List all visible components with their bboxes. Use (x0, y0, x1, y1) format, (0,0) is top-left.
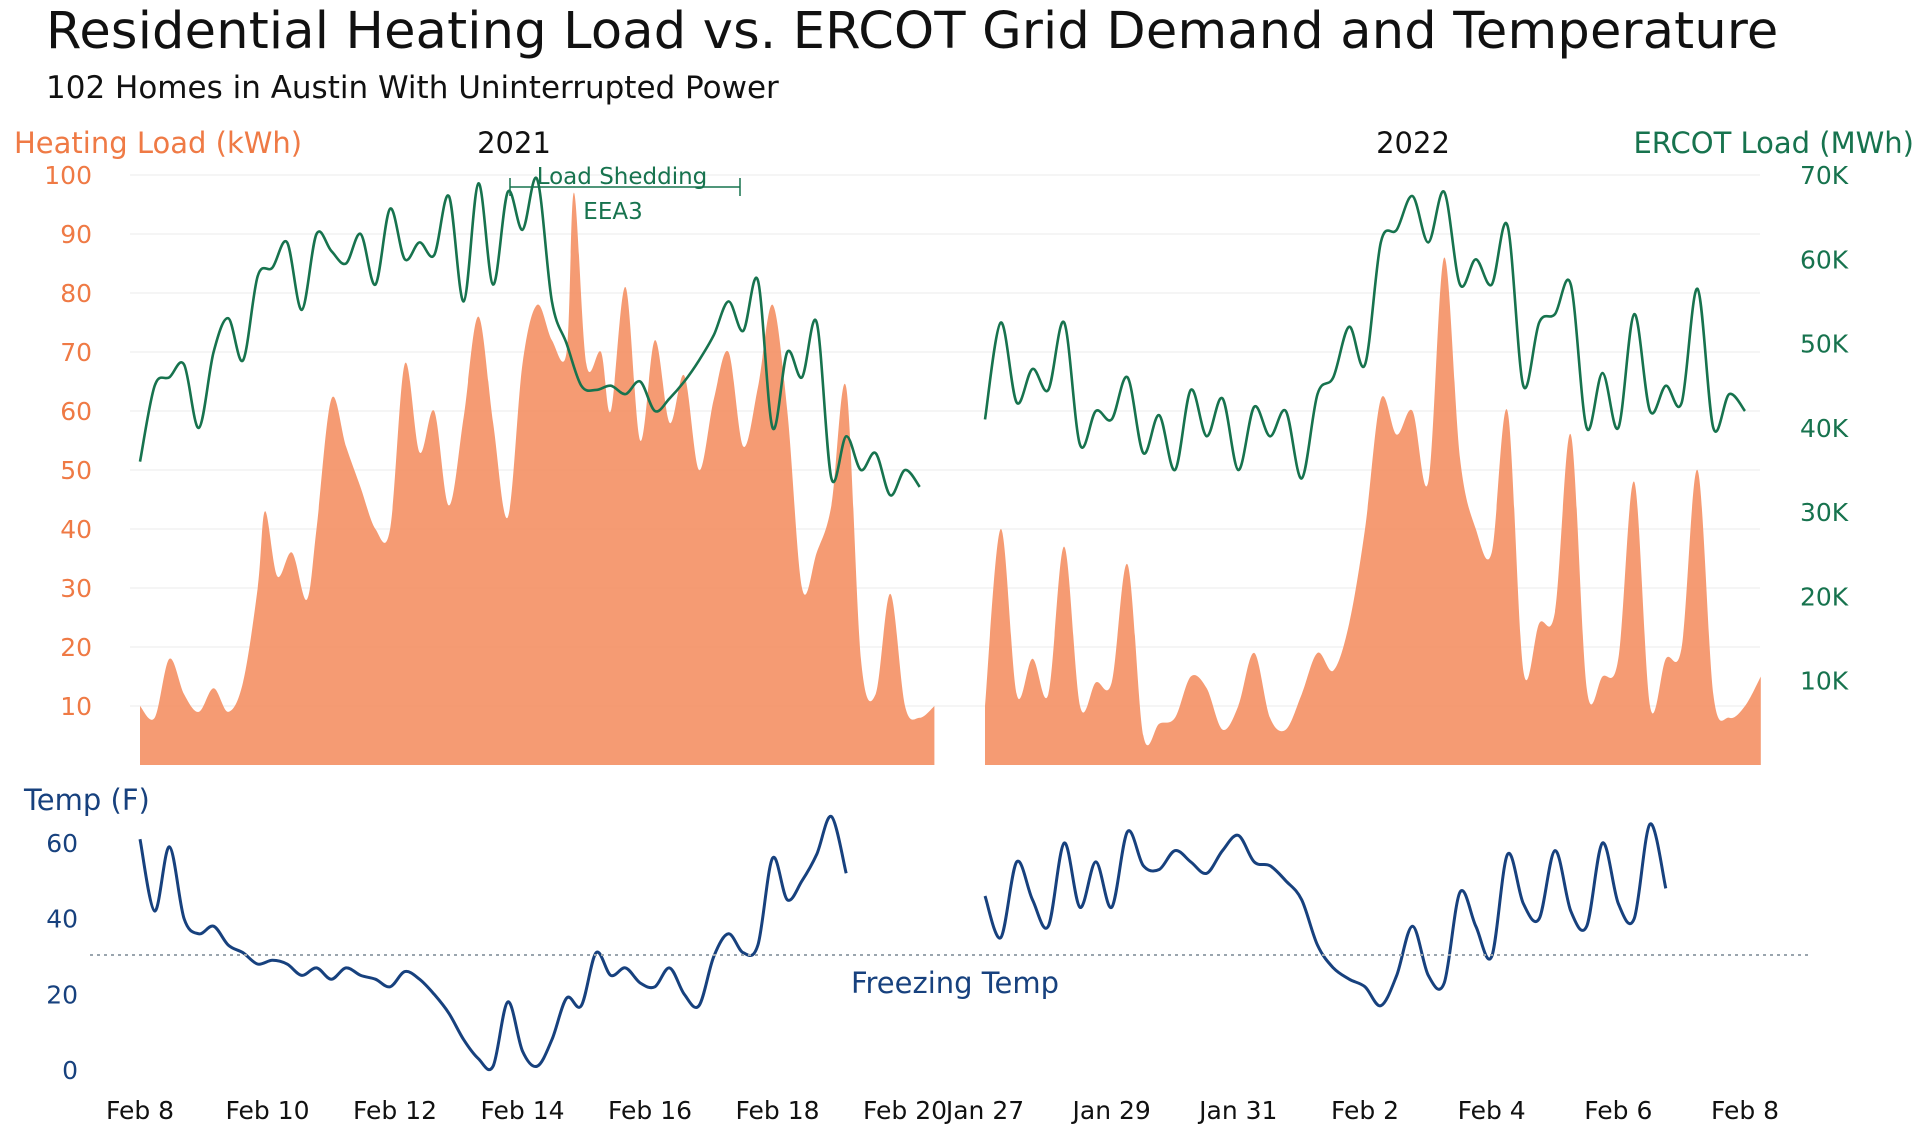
heating-load-area-2021 (140, 192, 935, 765)
heating-load-area-2022 (985, 257, 1761, 765)
heating-tick-label: 30 (60, 574, 92, 603)
x-tick-label: Feb 12 (353, 1096, 437, 1125)
ercot-tick-label: 60K (1800, 245, 1849, 274)
x-tick-label: Feb 16 (608, 1096, 692, 1125)
x-tick-label: Jan 29 (1071, 1096, 1151, 1125)
temp-tick-label: 40 (46, 905, 78, 934)
ercot-tick-label: 70K (1800, 161, 1849, 190)
ercot-axis-label: ERCOT Load (MWh) (1633, 126, 1914, 160)
tick-labels: 100 90 80 70 60 50 40 30 20 10 70K 60K 50K 40K 30K 20K 1… (44, 161, 1849, 1125)
temp-line-layer (138, 814, 1668, 1072)
ercot-line-layer (138, 176, 1747, 497)
x-tick-label: Feb 18 (735, 1096, 819, 1125)
heating-tick-label: 100 (44, 161, 92, 190)
temp-line-2021 (138, 814, 848, 1072)
temp-axis-label: Temp (F) (23, 783, 150, 817)
x-tick-label: Feb 8 (106, 1096, 174, 1125)
heating-tick-label: 40 (60, 515, 92, 544)
ercot-tick-label: 30K (1800, 498, 1849, 527)
ercot-tick-label: 40K (1800, 414, 1849, 443)
heating-tick-label: 20 (60, 633, 92, 662)
x-tick-label: Feb 20 (863, 1096, 947, 1125)
heating-tick-label: 60 (60, 397, 92, 426)
x-tick-label: Feb 14 (480, 1096, 564, 1125)
temp-tick-label: 60 (46, 829, 78, 858)
load-shedding-label: Load Shedding (537, 164, 708, 190)
freezing-label: Freezing Temp (851, 966, 1059, 1000)
axis-labels: Heating Load (kWh) ERCOT Load (MWh) 2021… (14, 126, 1914, 817)
x-tick-label: Feb 10 (225, 1096, 309, 1125)
heating-tick-label: 70 (60, 338, 92, 367)
temp-tick-label: 20 (46, 980, 78, 1009)
temp-tick-label: 0 (62, 1056, 78, 1085)
x-tick-label: Feb 4 (1458, 1096, 1526, 1125)
heating-tick-label: 50 (60, 456, 92, 485)
x-tick-label: Feb 6 (1584, 1096, 1652, 1125)
heating-tick-label: 90 (60, 220, 92, 249)
heating-tick-label: 10 (60, 692, 92, 721)
ercot-load-line-2022 (983, 190, 1747, 480)
x-tick-label: Feb 2 (1331, 1096, 1399, 1125)
heating-axis-label: Heating Load (kWh) (14, 126, 302, 160)
ercot-tick-label: 10K (1800, 667, 1849, 696)
x-tick-label: Feb 8 (1711, 1096, 1779, 1125)
x-tick-label: Jan 27 (944, 1096, 1024, 1125)
annotations: Load Shedding EEA3 Freezing Temp (90, 164, 1810, 1000)
eea3-label: EEA3 (583, 199, 642, 225)
ercot-tick-label: 20K (1800, 582, 1849, 611)
chart-title: Residential Heating Load vs. ERCOT Grid … (46, 2, 1779, 61)
year-label-2022: 2022 (1376, 126, 1450, 160)
year-label-2021: 2021 (477, 126, 551, 160)
ercot-tick-label: 50K (1800, 330, 1849, 359)
ercot-load-line-2021 (138, 176, 921, 497)
temp-line-2022 (983, 822, 1668, 1008)
x-tick-label: Jan 31 (1197, 1096, 1277, 1125)
heating-area-layer (140, 192, 1761, 765)
heating-tick-label: 80 (60, 279, 92, 308)
chart-subtitle: 102 Homes in Austin With Uninterrupted P… (46, 70, 779, 106)
